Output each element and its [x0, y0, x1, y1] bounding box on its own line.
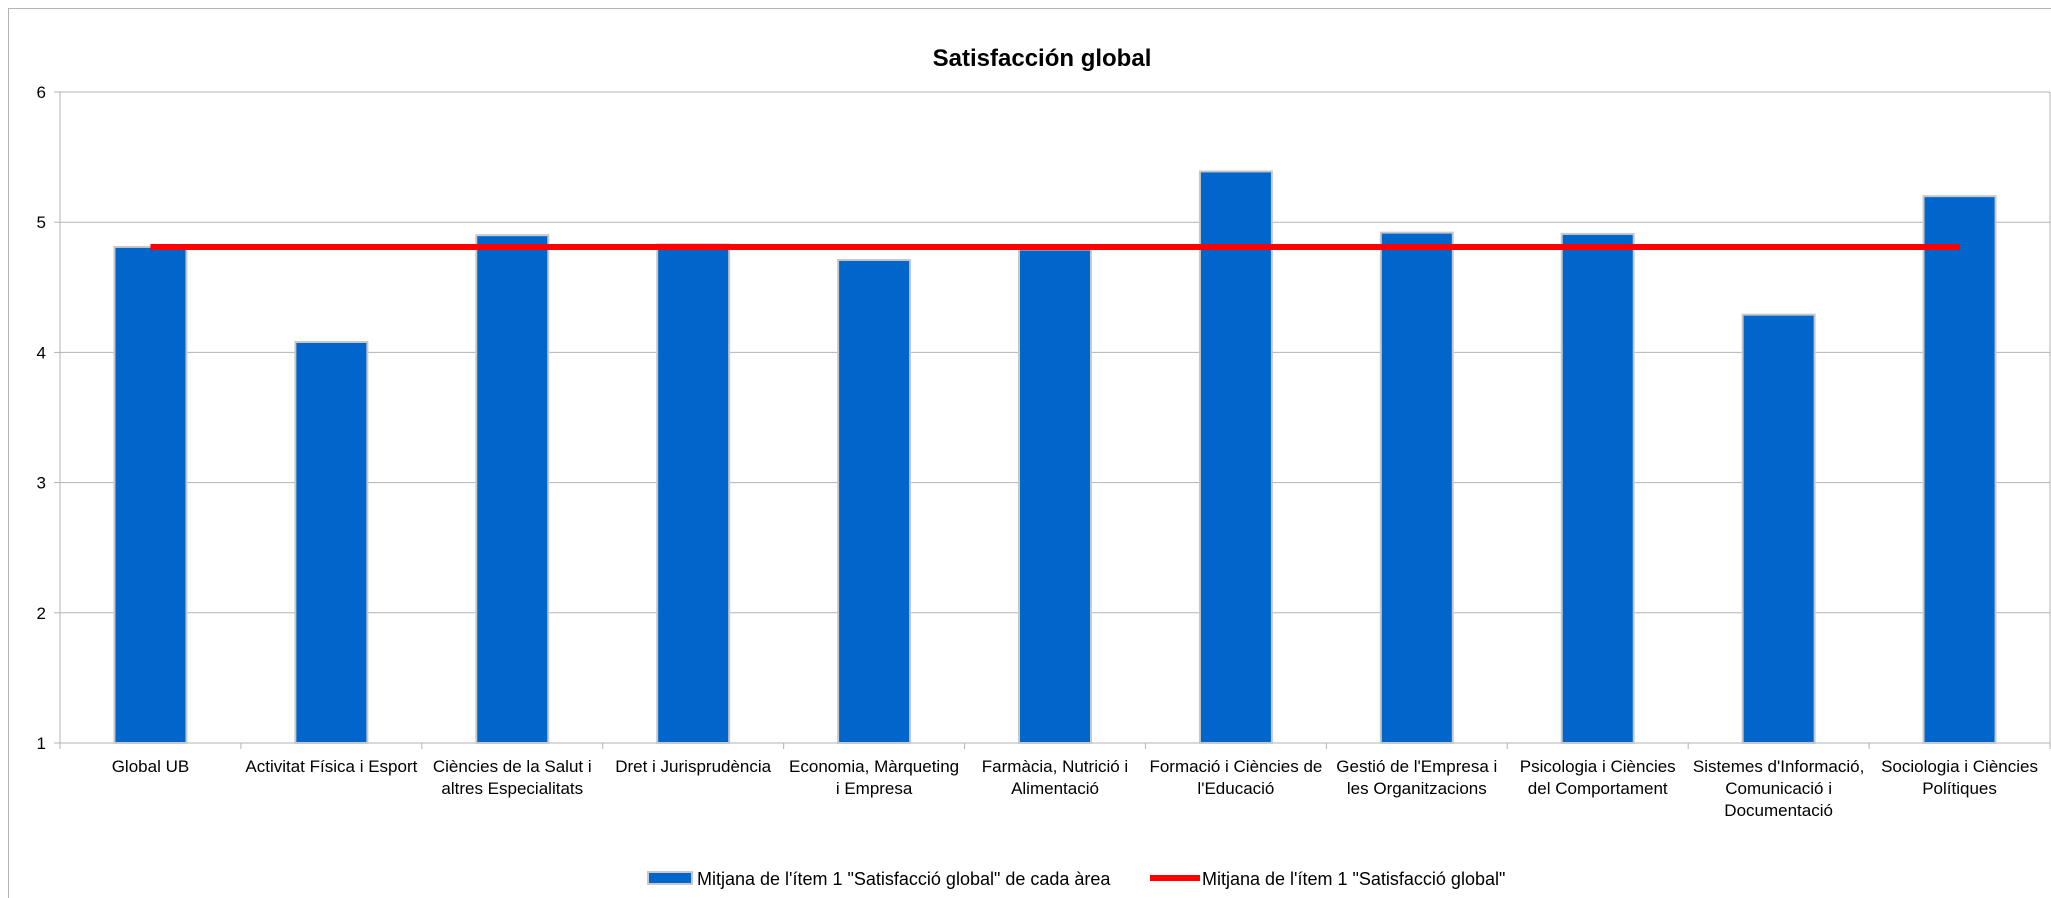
x-category-label: Sociologia i Ciències Polítiques — [1881, 757, 2038, 798]
chart-frame — [8, 8, 2051, 898]
x-category-label: Farmàcia, Nutrició i Alimentació — [982, 757, 1128, 798]
bar — [656, 243, 731, 744]
x-category-label: Formació i Ciències de l'Educació — [1149, 757, 1322, 798]
x-category-label: Psicologia i Ciències del Comportament — [1520, 757, 1676, 798]
y-tick-label: 3 — [37, 474, 46, 493]
bar — [1741, 313, 1816, 744]
bar — [837, 258, 912, 744]
chart-title: Satisfacción global — [933, 45, 1152, 72]
y-tick-label: 2 — [37, 604, 46, 623]
x-category-label: Global UB — [112, 757, 189, 776]
legend-line-label: Mitjana de l'ítem 1 "Satisfacció global" — [1202, 869, 1505, 889]
legend-bar-swatch — [647, 871, 693, 885]
x-category-label: Gestió de l'Empresa i les Organitzacions — [1336, 757, 1497, 798]
bar — [475, 234, 550, 744]
bar — [1198, 170, 1273, 744]
x-axis-labels: Global UB Activitat Física i Esport Ciènci… — [112, 757, 2038, 820]
x-category-label: Sistemes d'Informació, Comunicació i Docum… — [1693, 757, 1864, 820]
y-tick-label: 1 — [37, 734, 46, 753]
y-tick-label: 5 — [37, 213, 46, 232]
bar — [113, 245, 188, 745]
bar — [294, 340, 369, 744]
bars — [113, 170, 1997, 745]
y-axis-ticks: 1 2 3 4 5 6 — [37, 83, 46, 753]
legend: Mitjana de l'ítem 1 "Satisfacció global"… — [647, 869, 1505, 889]
bar — [1018, 248, 1092, 745]
x-category-label: Ciències de la Salut i altres Especialita… — [433, 757, 592, 798]
legend-bar-label: Mitjana de l'ítem 1 "Satisfacció global"… — [697, 869, 1111, 889]
x-category-label: Activitat Física i Esport — [245, 757, 417, 776]
x-category-label: Economia, Màrqueting i Empresa — [789, 757, 959, 798]
bar — [1560, 232, 1635, 744]
bar — [1922, 195, 1997, 745]
x-category-label: Dret i Jurisprudència — [615, 757, 771, 776]
bar — [1379, 231, 1454, 744]
y-tick-label: 4 — [37, 343, 46, 362]
y-tick-label: 6 — [37, 83, 46, 102]
